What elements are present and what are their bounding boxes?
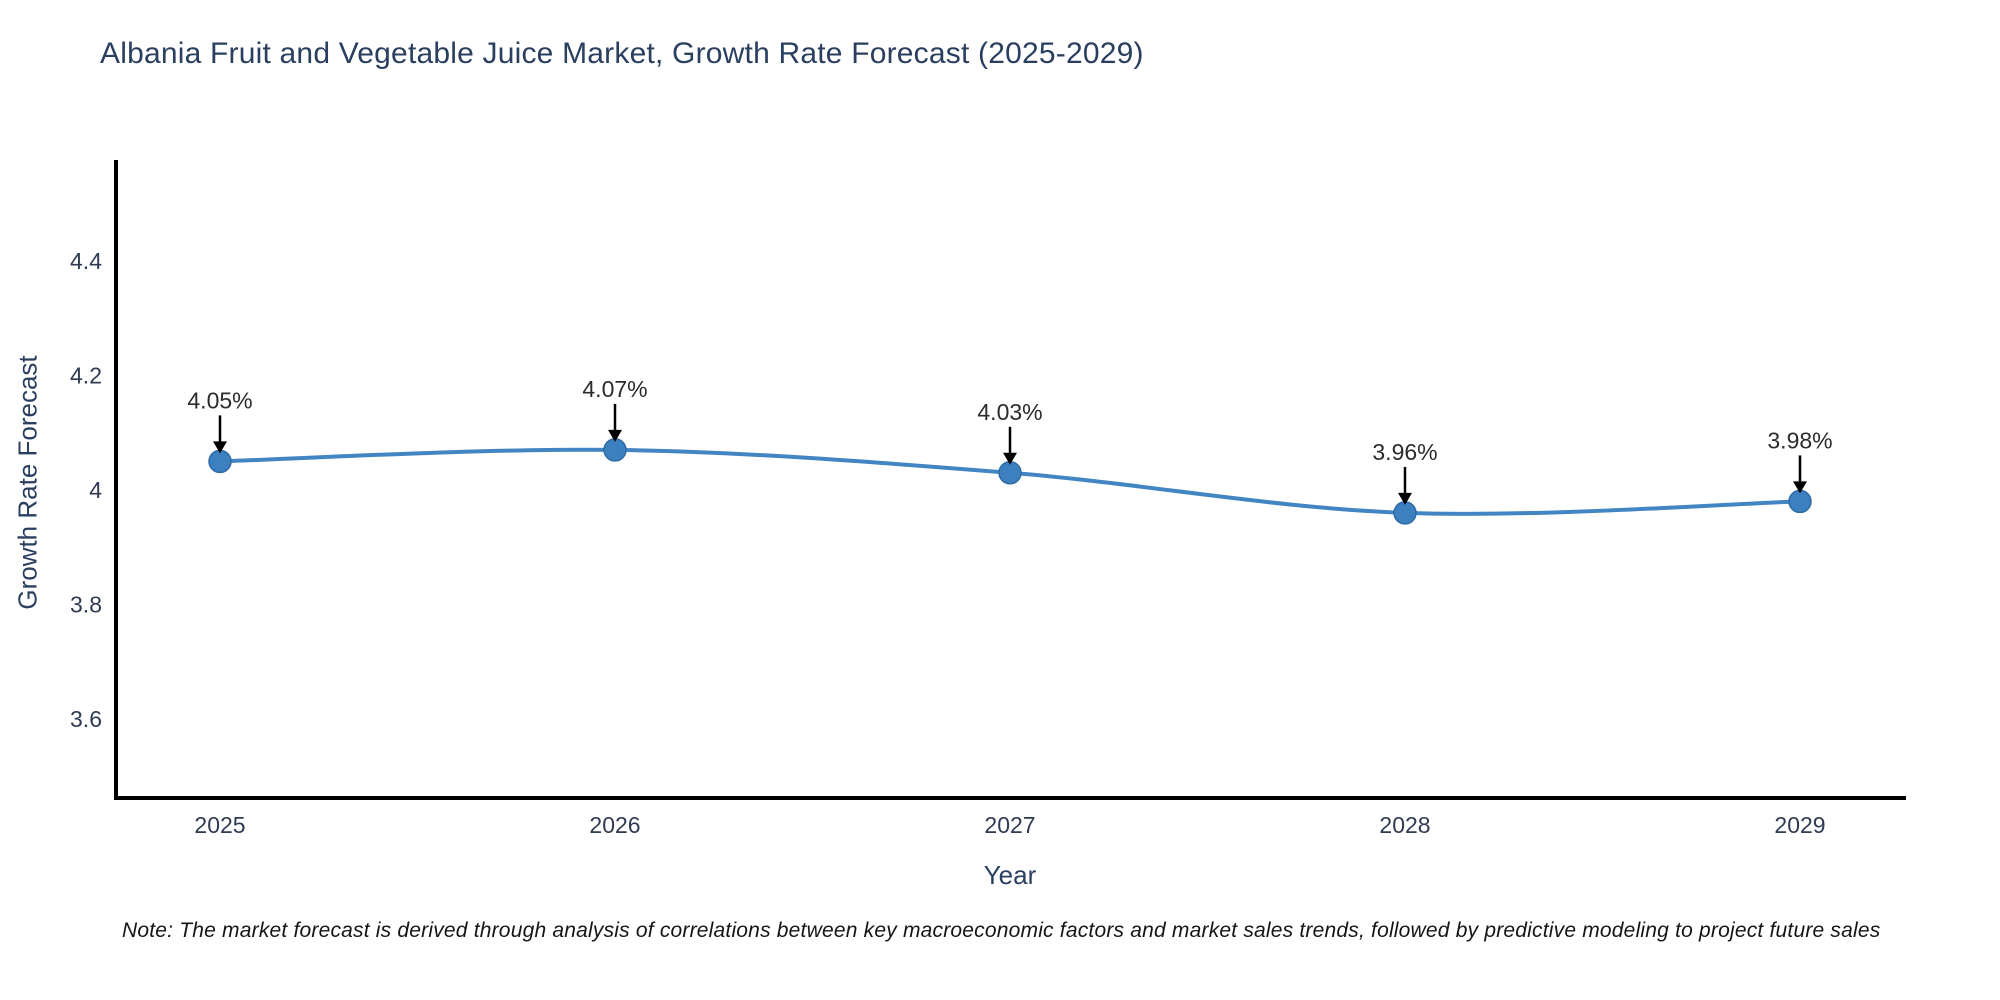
annotation-label: 3.96% xyxy=(1372,439,1437,465)
annotation-label: 3.98% xyxy=(1767,427,1832,453)
data-point-marker[interactable] xyxy=(998,461,1022,485)
footnote: Note: The market forecast is derived thr… xyxy=(122,919,1881,942)
data-point-marker[interactable] xyxy=(603,438,627,462)
y-tick-label: 3.8 xyxy=(70,592,102,618)
annotation-label: 4.03% xyxy=(977,399,1042,425)
x-tick-label: 2026 xyxy=(589,812,640,838)
x-tick-label: 2025 xyxy=(194,812,245,838)
x-tick-label: 2027 xyxy=(984,812,1035,838)
annotation-arrowhead-icon xyxy=(608,429,622,442)
y-tick-label: 4 xyxy=(89,477,102,503)
x-tick-label: 2028 xyxy=(1379,812,1430,838)
annotation-arrowhead-icon xyxy=(213,441,227,454)
data-point-marker[interactable] xyxy=(208,449,232,474)
annotation-label: 4.05% xyxy=(187,387,252,413)
data-point-marker[interactable] xyxy=(1788,489,1812,514)
annotation-arrowhead-icon xyxy=(1398,492,1412,505)
data-point-marker[interactable] xyxy=(1393,501,1417,525)
chart-title: Albania Fruit and Vegetable Juice Market… xyxy=(100,37,1144,70)
x-axis-title: Year xyxy=(983,860,1037,890)
annotation-label: 4.07% xyxy=(582,376,647,402)
y-tick-label: 4.2 xyxy=(70,363,102,389)
x-tick-label: 2029 xyxy=(1774,812,1825,838)
annotation-arrowhead-icon xyxy=(1793,481,1807,494)
y-tick-label: 3.6 xyxy=(70,706,102,732)
annotation-arrowhead-icon xyxy=(1003,452,1017,465)
y-axis-title: Growth Rate Forecast xyxy=(12,355,43,610)
y-tick-label: 4.4 xyxy=(70,248,102,274)
